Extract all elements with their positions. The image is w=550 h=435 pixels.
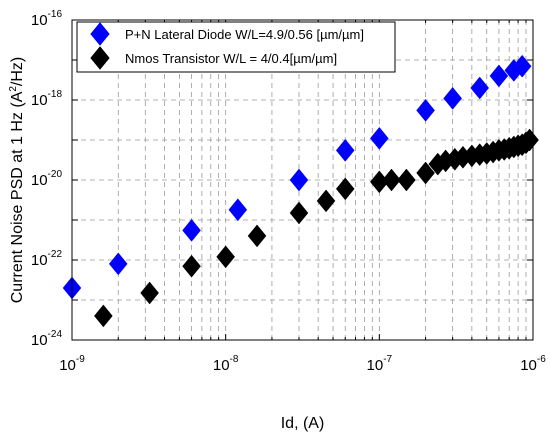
x-tick-label-base: 10 (367, 357, 384, 374)
data-point-series-1 (443, 86, 462, 110)
y-tick-label-exponent: -24 (48, 329, 63, 340)
data-point-series-2 (335, 177, 355, 201)
data-point-series-1 (416, 98, 435, 122)
x-tick-label: 10-9 (59, 354, 85, 374)
data-point-series-2 (289, 201, 309, 225)
x-tick-label: 10-7 (367, 354, 393, 374)
data-point-series-2 (182, 254, 201, 278)
x-tick-label-exponent: -6 (537, 354, 546, 365)
data-point-series-2 (397, 168, 416, 192)
x-tick-label: 10-6 (520, 354, 546, 374)
data-point-series-1 (228, 198, 248, 222)
data-point-series-2 (94, 304, 113, 328)
data-point-series-1 (335, 138, 355, 162)
legend-label-nmos: Nmos Transistor W/L = 4/0.4[µm/µm] (125, 51, 337, 66)
y-axis-label-sup: 2 (8, 86, 19, 92)
x-tick-label: 10-8 (213, 354, 239, 374)
y-tick-label-base: 10 (31, 252, 48, 269)
y-tick-label-base: 10 (31, 172, 48, 189)
y-tick-label-base: 10 (31, 12, 48, 29)
x-axis-label: Id, (A) (281, 415, 325, 432)
data-point-series-1 (289, 168, 309, 192)
legend-marker-nmos (90, 46, 110, 70)
x-tick-label-exponent: -8 (230, 354, 239, 365)
data-point-series-2 (216, 245, 235, 269)
x-tick-label-base: 10 (59, 357, 76, 374)
y-tick-label-exponent: -16 (48, 9, 63, 20)
data-markers (62, 54, 539, 328)
data-point-series-1 (108, 252, 128, 276)
legend-label-diode: P+N Lateral Diode W/L=4.9/0.56 [µm/µm] (125, 27, 364, 42)
x-tick-label-exponent: -9 (76, 354, 85, 365)
data-point-series-2 (382, 168, 401, 192)
tick-labels: 10-9 10-8 10-7 10-610-2410-2210-2010-1810-1… (31, 9, 546, 374)
data-point-series-1 (182, 218, 201, 242)
y-axis-label: Current Noise PSD at 1 Hz (A2/Hz) (8, 57, 26, 304)
data-point-series-2 (416, 161, 435, 185)
data-point-series-2 (316, 189, 336, 213)
data-point-series-2 (140, 281, 159, 305)
legend-box (76, 21, 396, 73)
data-point-series-1 (489, 64, 509, 88)
y-tick-label: 10-20 (31, 169, 63, 189)
y-tick-label: 10-24 (31, 329, 63, 349)
data-point-series-2 (247, 224, 267, 248)
x-tick-label-base: 10 (213, 357, 230, 374)
legend: P+N Lateral Diode W/L=4.9/0.56 [µm/µm] N… (76, 21, 396, 73)
y-tick-label: 10-18 (31, 89, 63, 109)
y-axis-label-prefix: Current Noise PSD at 1 Hz (A (9, 91, 26, 303)
y-tick-label-exponent: -20 (48, 169, 63, 180)
y-axis-label-suffix: /Hz) (9, 57, 26, 86)
data-point-series-1 (470, 76, 490, 100)
y-tick-label: 10-22 (31, 249, 63, 269)
legend-marker-diode (90, 22, 110, 46)
data-point-series-1 (512, 54, 532, 78)
y-tick-label-exponent: -22 (48, 249, 63, 260)
data-point-series-1 (370, 126, 389, 150)
x-tick-label-base: 10 (520, 357, 537, 374)
y-tick-label: 10-16 (31, 9, 63, 29)
y-tick-label-base: 10 (31, 92, 48, 109)
x-tick-label-exponent: -7 (383, 354, 392, 365)
y-tick-label-base: 10 (31, 332, 48, 349)
y-tick-label-exponent: -18 (48, 89, 63, 100)
